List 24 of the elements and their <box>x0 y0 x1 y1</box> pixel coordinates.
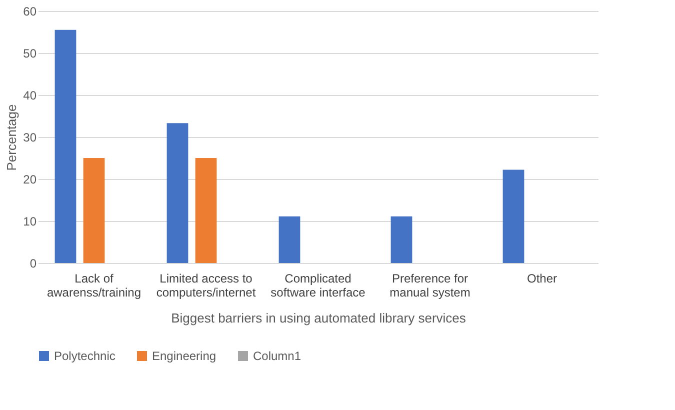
x-tick-label: Lack of awarenss/training <box>46 272 142 300</box>
bar <box>54 30 76 263</box>
y-tick-label: 60 <box>23 4 37 18</box>
y-axis-title: Percentage <box>4 104 20 171</box>
y-tick-label: 10 <box>23 214 37 228</box>
bar <box>502 170 524 263</box>
bar <box>195 158 217 263</box>
y-tick-label: 50 <box>23 46 37 60</box>
bar <box>83 158 105 263</box>
y-tick-label: 0 <box>30 256 37 270</box>
x-tick-label: Complicated software interface <box>270 272 366 300</box>
x-tick-label: Limited access to computers/internet <box>156 272 256 300</box>
legend-label: Polytechnic <box>54 349 116 363</box>
bar <box>390 216 412 263</box>
bar <box>166 123 188 263</box>
x-tick-label: Preference for manual system <box>390 272 470 300</box>
bar <box>278 216 300 263</box>
y-tick-label: 40 <box>23 88 37 102</box>
y-tick-label: 30 <box>23 130 37 144</box>
y-tick-label: 20 <box>23 172 37 186</box>
legend-label: Column1 <box>253 349 302 363</box>
x-axis-title: Biggest barriers in using automated library services <box>171 310 466 326</box>
legend-label: Engineering <box>152 349 216 363</box>
x-tick-label: Other <box>526 272 558 286</box>
